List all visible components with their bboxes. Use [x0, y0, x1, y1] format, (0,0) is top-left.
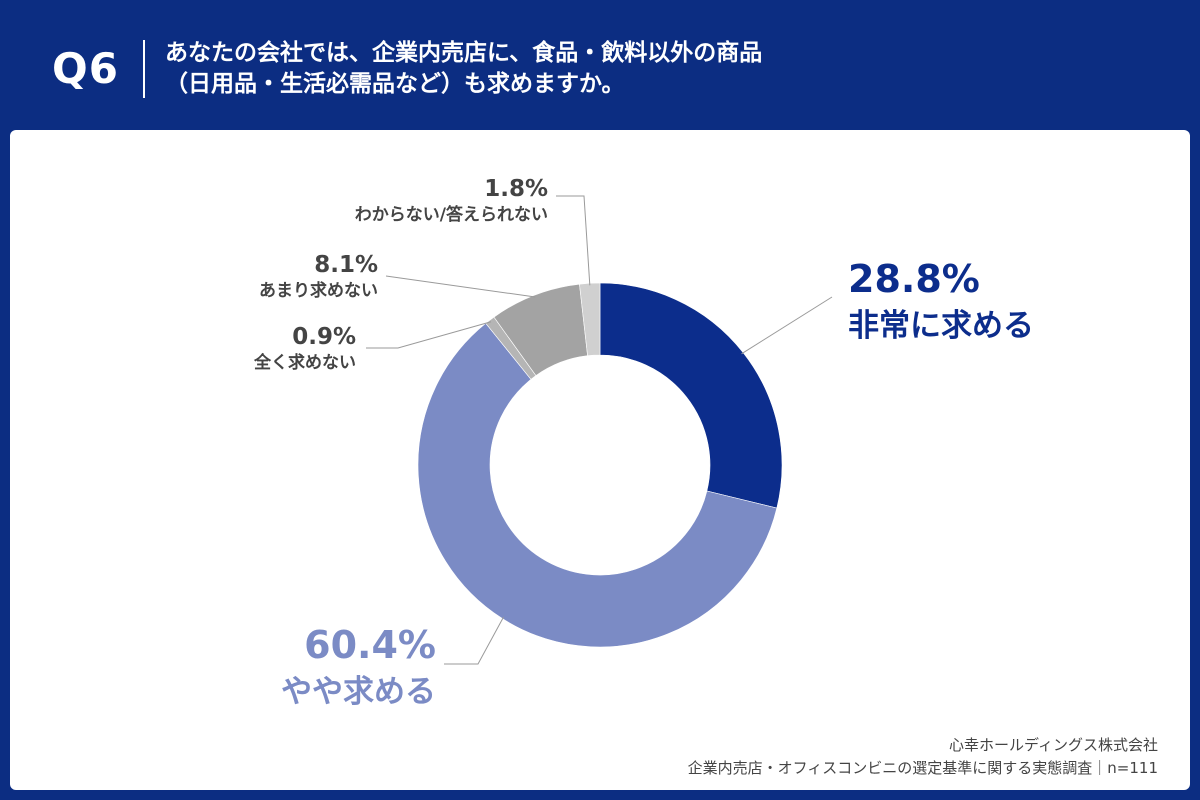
- footer-survey: 企業内売店・オフィスコンビニの選定基準に関する実態調査｜n=111: [687, 759, 1158, 777]
- category-label-somewhat: やや求める: [281, 674, 436, 710]
- question-line-1: あなたの会社では、企業内売店に、食品・飲料以外の商品: [165, 40, 763, 66]
- value-label-not-at-all: 0.9%: [292, 324, 356, 350]
- leader-not-at-all: [366, 321, 492, 349]
- slice-dont-know: [579, 282, 601, 357]
- leader-lines: [366, 195, 833, 665]
- category-label-not-at-all: 全く求めない: [253, 352, 356, 373]
- category-label-dont-know: わからない/答えられない: [355, 204, 548, 225]
- category-label-not-much: あまり求めない: [259, 280, 378, 301]
- leader-somewhat: [444, 616, 504, 665]
- question-text: あなたの会社では、企業内売店に、食品・飲料以外の商品 （日用品・生活必需品など）…: [165, 38, 1165, 100]
- footer-company: 心幸ホールディングス株式会社: [949, 736, 1158, 754]
- question-header: Q6 あなたの会社では、企業内売店に、食品・飲料以外の商品 （日用品・生活必需品…: [0, 0, 1200, 130]
- donut-slices: [417, 282, 783, 648]
- slice-very-much: [599, 282, 783, 509]
- header-divider: [143, 40, 145, 98]
- chart-panel: [10, 130, 1190, 790]
- leader-dont-know: [556, 195, 591, 286]
- chart-footer: 心幸ホールディングス株式会社 企業内売店・オフィスコンビニの選定基準に関する実態…: [688, 734, 1158, 780]
- value-label-dont-know: 1.8%: [484, 176, 548, 202]
- slice-somewhat: [417, 322, 778, 648]
- value-label-somewhat: 60.4%: [304, 623, 436, 667]
- leader-not-much: [385, 275, 536, 298]
- value-label-very-much: 28.8%: [848, 257, 980, 301]
- leader-very-much: [741, 296, 833, 355]
- question-number: Q6: [52, 44, 119, 93]
- value-label-not-much: 8.1%: [314, 252, 378, 278]
- question-line-2: （日用品・生活必需品など）も求めますか。: [165, 71, 625, 97]
- category-label-very-much: 非常に求める: [848, 308, 1034, 344]
